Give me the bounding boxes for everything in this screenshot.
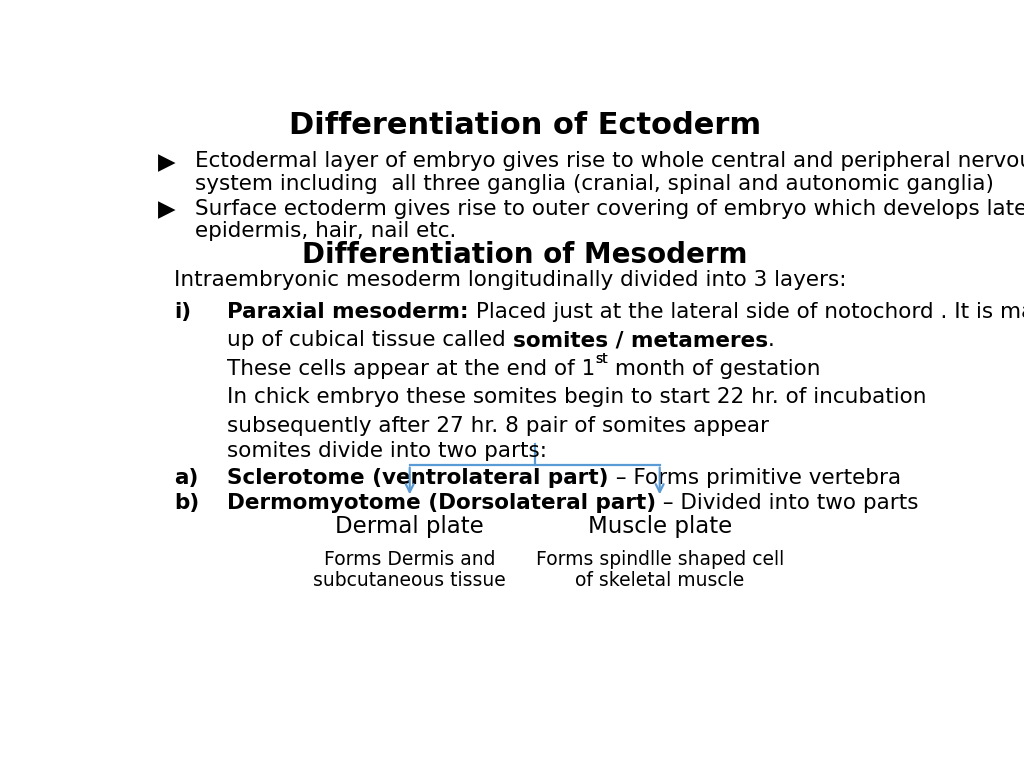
Text: st: st — [595, 352, 608, 366]
Text: epidermis, hair, nail etc.: epidermis, hair, nail etc. — [196, 221, 457, 241]
Text: of skeletal muscle: of skeletal muscle — [575, 571, 744, 590]
Text: Placed just at the lateral side of notochord . It is made: Placed just at the lateral side of notoc… — [469, 302, 1024, 322]
Text: system including  all three ganglia (cranial, spinal and autonomic ganglia): system including all three ganglia (cran… — [196, 174, 994, 194]
Text: Sclerotome (ventrolateral part): Sclerotome (ventrolateral part) — [227, 468, 608, 488]
Text: somites divide into two parts:: somites divide into two parts: — [227, 441, 547, 461]
Text: Dermomyotome (Dorsolateral part): Dermomyotome (Dorsolateral part) — [227, 493, 656, 513]
Text: – Divided into two parts: – Divided into two parts — [656, 493, 919, 513]
Text: Ectodermal layer of embryo gives rise to whole central and peripheral nervous: Ectodermal layer of embryo gives rise to… — [196, 151, 1024, 171]
Text: ▶: ▶ — [158, 199, 176, 222]
Text: Intraembryonic mesoderm longitudinally divided into 3 layers:: Intraembryonic mesoderm longitudinally d… — [174, 270, 847, 290]
Text: a): a) — [174, 468, 199, 488]
Text: b): b) — [174, 493, 200, 513]
Text: somites / metameres: somites / metameres — [513, 330, 768, 350]
Text: i): i) — [174, 302, 191, 322]
Text: Forms spindlle shaped cell: Forms spindlle shaped cell — [536, 551, 783, 569]
Text: – Forms primitive vertebra: – Forms primitive vertebra — [608, 468, 901, 488]
Text: subsequently after 27 hr. 8 pair of somites appear: subsequently after 27 hr. 8 pair of somi… — [227, 415, 769, 435]
Text: Dermal plate: Dermal plate — [335, 515, 484, 538]
Text: These cells appear at the end of 1: These cells appear at the end of 1 — [227, 359, 595, 379]
Text: Differentiation of Ectoderm: Differentiation of Ectoderm — [289, 111, 761, 140]
Text: Forms Dermis and: Forms Dermis and — [324, 551, 496, 569]
Text: st: st — [595, 352, 608, 366]
Text: .: . — [768, 330, 775, 350]
Text: Muscle plate: Muscle plate — [588, 515, 732, 538]
Text: In chick embryo these somites begin to start 22 hr. of incubation: In chick embryo these somites begin to s… — [227, 387, 927, 407]
Text: ▶: ▶ — [158, 151, 176, 174]
Text: subcutaneous tissue: subcutaneous tissue — [313, 571, 506, 590]
Text: up of cubical tissue called: up of cubical tissue called — [227, 330, 513, 350]
Text: month of gestation: month of gestation — [608, 359, 820, 379]
Text: Surface ectoderm gives rise to outer covering of embryo which develops later: Surface ectoderm gives rise to outer cov… — [196, 199, 1024, 219]
Text: Paraxial mesoderm:: Paraxial mesoderm: — [227, 302, 469, 322]
Text: Differentiation of Mesoderm: Differentiation of Mesoderm — [302, 241, 748, 269]
